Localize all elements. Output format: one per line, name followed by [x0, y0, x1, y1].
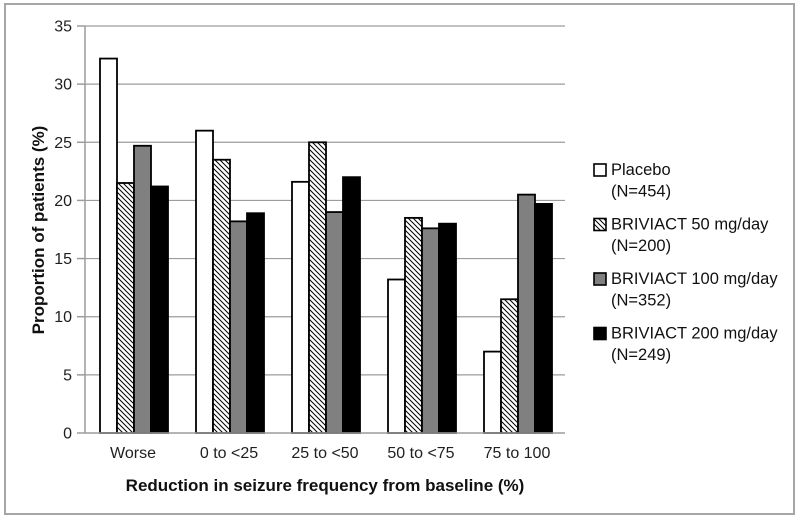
- y-tick-label: 15: [54, 251, 72, 268]
- legend-n-label: (N=454): [611, 183, 671, 201]
- bar: [99, 57, 118, 434]
- legend: Placebo (N=454) BRIVIACT 50 mg/day (N=200) B…: [593, 161, 778, 364]
- bars: [99, 57, 553, 434]
- bar: [229, 220, 248, 434]
- legend-n-label: (N=352): [611, 292, 671, 310]
- y-tick-label: 10: [54, 309, 72, 326]
- legend-n-label: (N=200): [611, 237, 671, 255]
- y-tick-label: 20: [54, 193, 72, 210]
- bar: [133, 144, 152, 434]
- bar: [325, 211, 344, 434]
- bar: [308, 141, 327, 434]
- x-axis-title: Reduction in seizure frequency from base…: [126, 476, 525, 495]
- figure-border: [4, 3, 795, 515]
- y-tick-label: 0: [63, 426, 72, 443]
- legend-swatch: [593, 326, 607, 341]
- bar: [212, 158, 231, 434]
- bar: [534, 203, 553, 434]
- category-label: 0 to <25: [200, 445, 258, 462]
- legend-swatch: [593, 163, 607, 177]
- axes: [77, 25, 565, 434]
- category-label: 75 to 100: [484, 445, 551, 462]
- y-axis-title: Proportion of patients (%): [29, 126, 48, 335]
- bar: [483, 350, 502, 434]
- legend-label: BRIVIACT 50 mg/day: [611, 216, 769, 234]
- legend-label: BRIVIACT 100 mg/day: [611, 270, 778, 288]
- legend-label: Placebo: [611, 161, 671, 179]
- legend-n-label: (N=249): [611, 346, 671, 364]
- bar: [421, 227, 440, 434]
- bar: [517, 193, 536, 434]
- bar: [500, 298, 519, 434]
- category-label: 25 to <50: [291, 445, 358, 462]
- bar: [438, 222, 457, 434]
- bar: [116, 182, 135, 434]
- bar: [150, 185, 169, 434]
- y-tick-label: 35: [54, 19, 72, 36]
- legend-swatch: [593, 272, 607, 286]
- bar: [342, 176, 361, 434]
- y-tick-label: 5: [63, 367, 72, 384]
- y-tick-label: 30: [54, 77, 72, 94]
- y-tick-labels: 0 5 10 15 20 25 30 35: [54, 19, 72, 443]
- bar: [291, 180, 310, 434]
- bar: [195, 129, 214, 434]
- category-labels: Worse 0 to <25 25 to <50 50 to <75 75 to 100: [110, 445, 550, 462]
- bar: [404, 216, 423, 434]
- category-label: Worse: [110, 445, 156, 462]
- bar: [387, 278, 406, 434]
- y-tick-label: 25: [54, 135, 72, 152]
- legend-swatch: [593, 217, 607, 232]
- bar: [246, 212, 265, 434]
- legend-label: BRIVIACT 200 mg/day: [611, 325, 778, 343]
- category-label: 50 to <75: [387, 445, 454, 462]
